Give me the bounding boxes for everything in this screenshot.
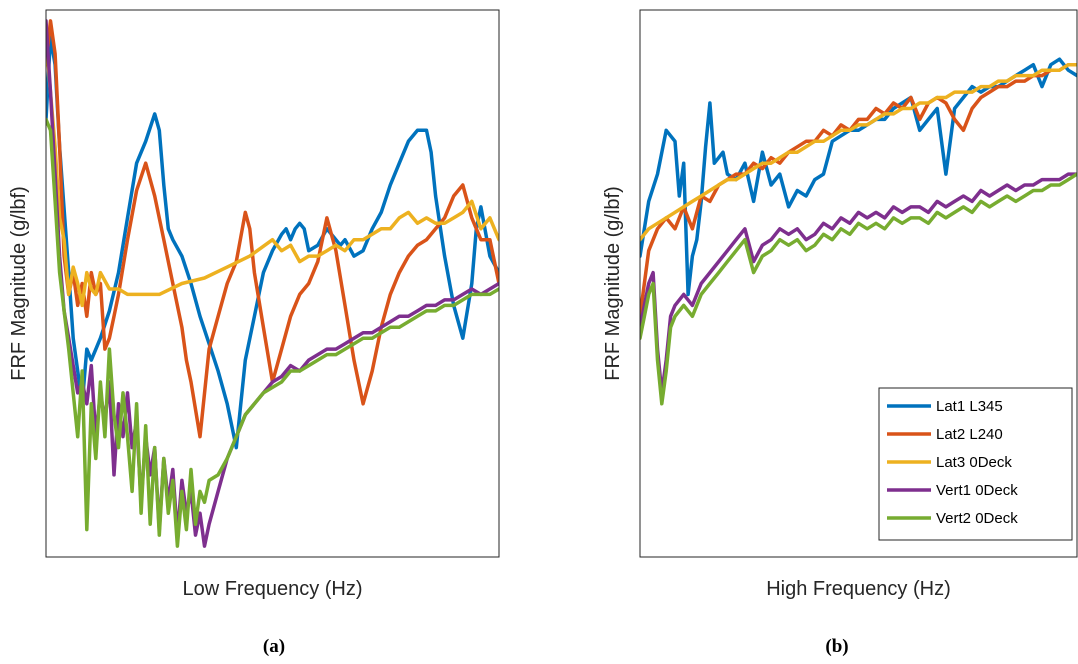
plot-area: [640, 57, 1077, 406]
plot-frame: [639, 9, 1078, 558]
series-line-lat2-l240: [46, 19, 499, 439]
legend-entry: Lat2 L240: [936, 426, 1003, 443]
plot-area: [46, 19, 499, 548]
legend-entry: Vert2 0Deck: [936, 510, 1018, 527]
legend-box: [878, 387, 1073, 541]
series-line-vert2-0deck: [46, 117, 499, 548]
chart-panel-a: Low Frequency (Hz) FRF Magnitude (g/lbf): [8, 9, 500, 600]
y-axis-label: FRF Magnitude (g/lbf): [8, 186, 30, 381]
series-line-lat3-0deck: [46, 35, 499, 308]
series-line-lat1-l345: [640, 57, 1077, 297]
chart-b-svg: High Frequency (Hz) FRF Magnitude (g/lbf)…: [602, 9, 1078, 600]
legend-entry: Lat1 L345: [936, 398, 1003, 415]
x-axis-label: Low Frequency (Hz): [182, 578, 362, 600]
legend-entry: Vert1 0Deck: [936, 482, 1018, 499]
y-axis-label: FRF Magnitude (g/lbf): [602, 186, 624, 381]
plot-frame: [45, 9, 500, 558]
x-axis-label: High Frequency (Hz): [766, 578, 951, 600]
chart-panel-b: High Frequency (Hz) FRF Magnitude (g/lbf)…: [539, 0, 1078, 664]
legend-entry: Lat3 0Deck: [936, 454, 1012, 471]
series-line-vert2-0deck: [640, 172, 1077, 406]
series-line-vert1-0deck: [640, 172, 1077, 395]
series-line-vert1-0deck: [46, 19, 499, 548]
chart-a-svg: Low Frequency (Hz) FRF Magnitude (g/lbf): [8, 9, 500, 600]
caption-a: (a): [262, 636, 286, 657]
series-line-lat3-0deck: [640, 62, 1077, 242]
series-line-lat2-l240: [640, 62, 1077, 319]
legend: Lat1 L345 Lat2 L240 Lat3 0Deck Vert1 0Deck V…: [878, 387, 1073, 541]
caption-b: (b): [825, 636, 849, 657]
